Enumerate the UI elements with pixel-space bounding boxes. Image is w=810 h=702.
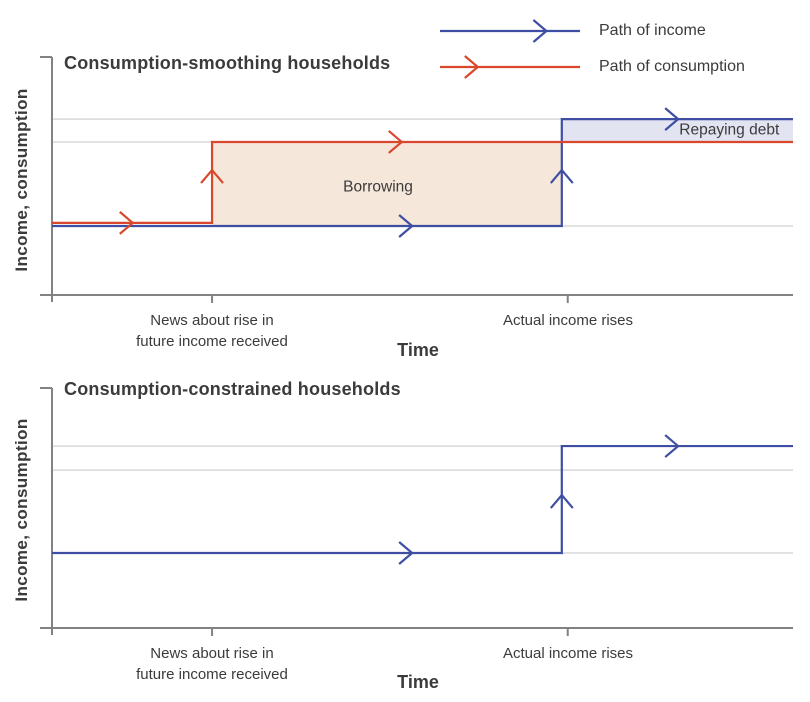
right-arrow-icon <box>464 55 480 79</box>
x-axis-title: Time <box>397 672 439 692</box>
path-of-consumption-up-arrow-icon <box>200 168 224 184</box>
repaying-debt-label: Repaying debt <box>679 122 780 139</box>
path-of-income-right-arrow-icon <box>664 107 680 131</box>
path-of-income-right-arrow-icon <box>664 434 680 458</box>
x-tick-label-news: News about rise in future income receive… <box>136 645 288 683</box>
consumption-line-sample <box>440 55 580 79</box>
legend-item-income: Path of income <box>437 18 706 44</box>
panel2-title: Consumption-constrained households <box>64 379 401 399</box>
path-of-consumption-right-arrow-icon <box>119 211 135 235</box>
path-of-consumption-right-arrow-icon <box>388 130 404 154</box>
income-line-sample <box>440 19 580 43</box>
borrowing-region <box>212 141 562 226</box>
x-tick-label-actual: Actual income rises <box>502 312 634 329</box>
legend-label: Path of income <box>599 22 706 39</box>
x-axis-title: Time <box>397 340 439 360</box>
borrowing-label: Borrowing <box>343 178 413 195</box>
path-of-income-up-arrow-icon <box>549 493 574 509</box>
legend-label: Path of consumption <box>599 58 745 75</box>
consumption-constrained-chart <box>40 387 793 636</box>
legend-item-consumption: Path of consumption <box>437 54 745 80</box>
path-of-income-right-arrow-icon <box>398 214 414 238</box>
y-axis-label: Income, consumption <box>12 418 31 602</box>
path-of-income-right-arrow-icon <box>398 541 414 565</box>
consumption-smoothing-chart: Borrowing Repaying debt <box>40 56 793 303</box>
right-arrow-icon <box>532 19 549 43</box>
x-tick-label-news: News about rise in future income receive… <box>136 312 288 350</box>
path-of-income-line <box>52 444 793 555</box>
path-of-income-up-arrow-icon <box>549 168 574 184</box>
y-axis-label: Income, consumption <box>12 88 31 272</box>
repaying-debt-region <box>561 119 793 142</box>
panel1-title: Consumption-smoothing households <box>64 53 391 73</box>
x-tick-label-actual: Actual income rises <box>502 645 634 662</box>
